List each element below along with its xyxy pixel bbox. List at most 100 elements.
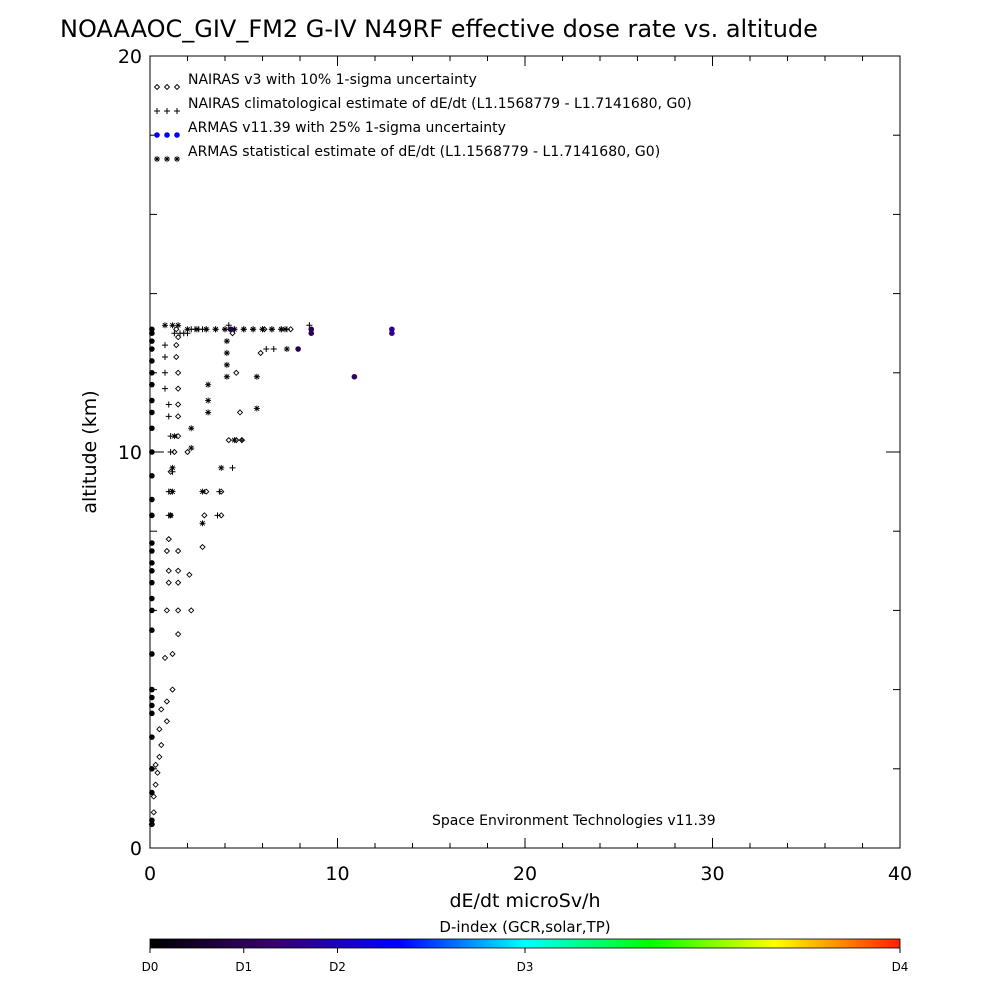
data-point [223,373,230,380]
data-point [167,512,174,519]
y-tick-label: 20 [118,46,142,68]
data-point [188,425,195,432]
data-point [225,436,232,444]
data-point [231,437,238,444]
y-tick-label: 10 [118,442,142,464]
legend-entry: NAIRAS climatological estimate of dE/dt … [188,96,692,112]
colorbar-label: D3 [517,960,534,974]
data-point [165,567,172,574]
data-point [163,698,171,705]
x-tick-label: 30 [700,863,724,885]
data-point [149,579,155,586]
data-point [165,413,172,420]
data-point [163,607,171,614]
data-point [308,330,315,337]
data-point [149,449,155,455]
legend-symbol [154,132,160,138]
data-point [149,686,155,693]
legend-symbol [173,83,181,91]
chart-title: NOAAAOC_GIV_FM2 G-IV N49RF effective dos… [60,15,818,43]
data-point [149,595,155,602]
data-point [149,326,155,333]
axis-ticks: 0 10 20 30 40 0 10 20 [118,46,912,885]
data-point [174,334,182,341]
data-point [240,326,247,333]
data-point [165,535,172,543]
data-point [174,579,182,586]
data-point [149,338,155,344]
legend-symbol [174,108,180,114]
legend-symbol [164,156,170,162]
data-point [174,385,182,392]
data-point [162,369,168,376]
data-point [158,741,165,749]
plot-border [149,55,901,849]
data-point [268,326,275,333]
data-point [222,326,228,333]
data-point [223,350,230,356]
data-point [203,488,210,495]
data-point [169,322,176,329]
legend-symbol [153,83,161,91]
data-point [149,512,155,519]
x-tick-label: 0 [144,863,156,885]
data-point [253,373,260,380]
data-point [169,686,176,693]
data-point [171,330,178,337]
data-point [212,326,219,333]
data-point [184,448,191,456]
x-tick-label: 20 [513,863,537,885]
legend-symbol [174,132,180,138]
legend-symbol [163,83,171,91]
data-point [205,409,212,416]
data-point [149,540,155,546]
data-point [351,373,358,380]
credit-label: Space Environment Technologies v11.39 [432,813,716,829]
legend-symbol [154,108,160,114]
data-point [188,445,195,452]
data-point [149,358,155,364]
data-point [270,346,277,353]
data-point [149,568,155,574]
legend-entry: NAIRAS v3 with 10% 1-sigma uncertainty [188,72,477,88]
x-tick-label: 10 [325,863,349,885]
data-point [167,449,174,455]
data-point [174,631,182,638]
data-point [173,326,180,333]
data-point [149,710,155,717]
data-point [223,361,230,368]
plot-frame [149,55,901,849]
data-point [149,651,155,657]
data-point [201,512,208,519]
data-point [149,789,155,796]
data-point [149,425,155,432]
data-point [229,464,236,471]
data-point [308,326,315,333]
data-point [263,346,270,353]
data-point [150,793,157,800]
data-point [186,571,193,578]
data-point [158,706,165,713]
data-point [152,761,159,768]
data-point [149,627,155,633]
data-point [259,326,266,333]
data-point [174,433,182,440]
data-point [149,346,155,352]
legend-symbol [164,108,170,114]
data-point [389,330,395,337]
data-point [203,326,210,333]
data-point [162,385,168,392]
data-point [174,607,182,614]
data-point [295,346,301,352]
colorbar-gradient [149,938,901,949]
data-point [188,607,195,614]
data-marks [148,322,395,828]
x-axis-label: dE/dt microSv/h [449,890,600,912]
data-point [231,326,238,333]
data-point [161,654,169,662]
data-point [205,397,212,404]
data-point [389,326,395,333]
data-point [218,512,225,519]
data-point [149,766,155,772]
